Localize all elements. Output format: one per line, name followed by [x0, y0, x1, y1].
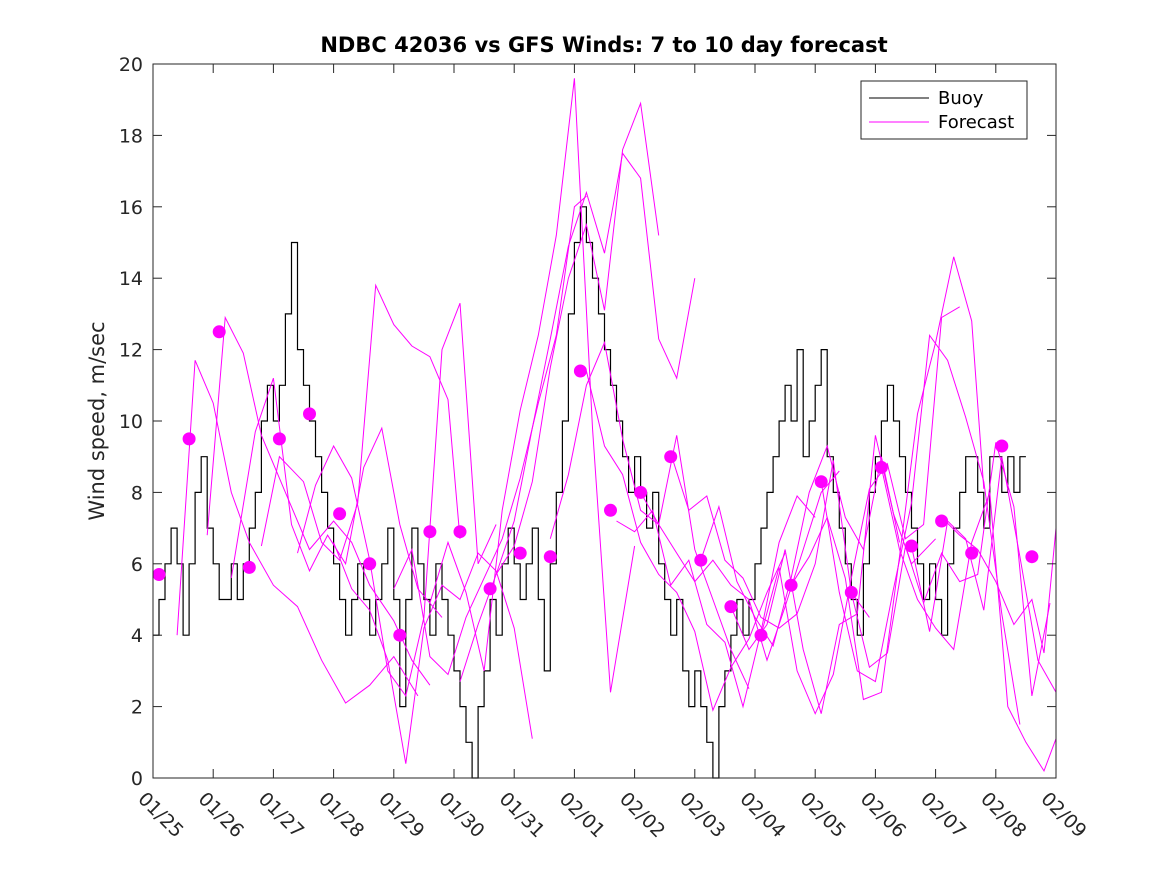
y-tick-label: 12	[119, 340, 143, 362]
forecast-marker-point	[483, 582, 497, 596]
forecast-series-line-18	[760, 306, 960, 715]
forecast-marker-point	[694, 553, 708, 567]
forecast-marker-point	[363, 557, 377, 571]
forecast-series-line-12	[585, 370, 786, 712]
forecast-series-line-19	[790, 256, 985, 701]
y-axis-label: Wind speed, m/sec	[85, 321, 109, 520]
plot-area	[153, 64, 1056, 778]
forecast-marker-point	[874, 460, 888, 474]
forecast-marker-point	[242, 560, 256, 574]
forecast-series-line-1	[176, 360, 419, 704]
forecast-marker-point	[995, 439, 1009, 453]
forecast-series-line-23	[911, 456, 1057, 693]
forecast-marker-point	[573, 364, 587, 378]
forecast-marker-point	[212, 325, 226, 339]
y-tick-label: 4	[131, 625, 143, 647]
forecast-marker-point	[152, 568, 166, 581]
forecast-marker-point	[543, 550, 557, 564]
y-tick-label: 8	[131, 482, 143, 504]
forecast-series-line-5	[297, 303, 497, 698]
forecast-marker-point	[965, 546, 979, 560]
forecast-series-line-17	[730, 435, 936, 714]
marker-layer	[152, 325, 1039, 642]
legend-box	[860, 80, 1028, 140]
y-tick-label: 14	[119, 268, 143, 290]
forecast-marker-point	[303, 407, 316, 421]
forecast-marker-point	[182, 432, 196, 446]
forecast-series-line-2	[206, 315, 431, 686]
forecast-series-line-13	[616, 495, 816, 709]
y-tick-label: 0	[131, 768, 143, 790]
forecast-marker-point	[423, 525, 437, 539]
series-layer	[153, 78, 1057, 779]
legend: Buoy Forecast	[860, 80, 1028, 140]
forecast-marker-point	[784, 578, 798, 592]
forecast-series-line-14	[640, 470, 840, 662]
forecast-marker-point	[814, 475, 828, 489]
legend-forecast-label: Forecast	[938, 112, 1014, 133]
legend-buoy-label: Buoy	[938, 88, 984, 109]
forecast-marker-point	[935, 514, 949, 528]
forecast-series-line-10	[495, 152, 696, 575]
forecast-marker-point	[905, 539, 918, 553]
forecast-marker-point	[272, 432, 286, 446]
forecast-marker-point	[634, 485, 648, 499]
forecast-marker-point	[844, 585, 858, 599]
forecast-series-line-9	[459, 101, 660, 682]
forecast-series-line-6	[333, 542, 533, 764]
y-tick-label: 6	[131, 554, 143, 576]
forecast-series-line-7	[393, 195, 587, 676]
forecast-marker-point	[333, 507, 347, 521]
y-tick-label: 16	[119, 197, 143, 219]
forecast-series-line-24	[941, 517, 1057, 654]
forecast-marker-point	[664, 450, 678, 464]
y-tick-label: 10	[119, 411, 143, 433]
forecast-marker-point	[754, 628, 768, 642]
forecast-series-line-20	[820, 333, 1021, 725]
forecast-marker-point	[724, 600, 738, 614]
forecast-series-line-22	[880, 467, 1057, 773]
y-tick-label: 18	[119, 125, 143, 147]
forecast-marker-point	[604, 503, 617, 517]
forecast-series-line-11	[549, 340, 750, 690]
chart-title: NDBC 42036 vs GFS Winds: 7 to 10 day for…	[320, 33, 887, 57]
forecast-series-line-16	[700, 444, 900, 648]
forecast-marker-point	[453, 525, 467, 539]
y-tick-label: 2	[131, 697, 143, 719]
forecast-marker-point	[513, 546, 527, 560]
forecast-series-line-4	[260, 283, 461, 562]
forecast-marker-point	[393, 628, 407, 642]
y-tick-label: 20	[119, 54, 143, 76]
forecast-series-line-8	[429, 78, 636, 693]
forecast-marker-point	[1025, 550, 1039, 564]
